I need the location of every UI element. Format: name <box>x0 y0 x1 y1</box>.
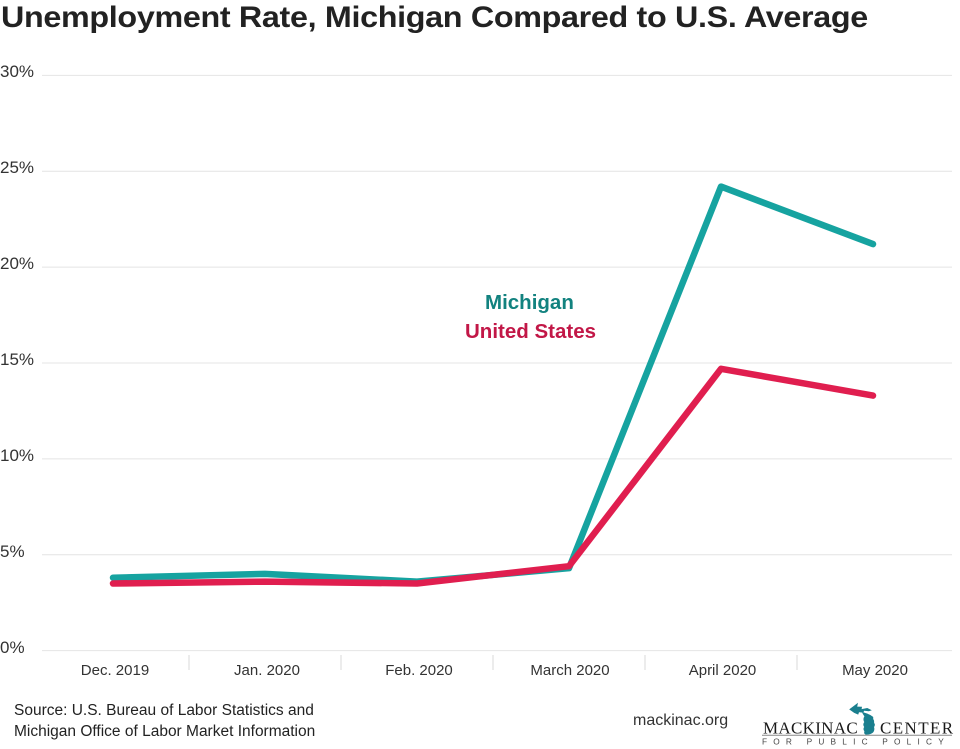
svg-text:FOR PUBLIC POLICY: FOR PUBLIC POLICY <box>762 737 950 747</box>
svg-text:CENTER: CENTER <box>880 719 955 738</box>
svg-text:MACKINAC: MACKINAC <box>763 719 858 738</box>
